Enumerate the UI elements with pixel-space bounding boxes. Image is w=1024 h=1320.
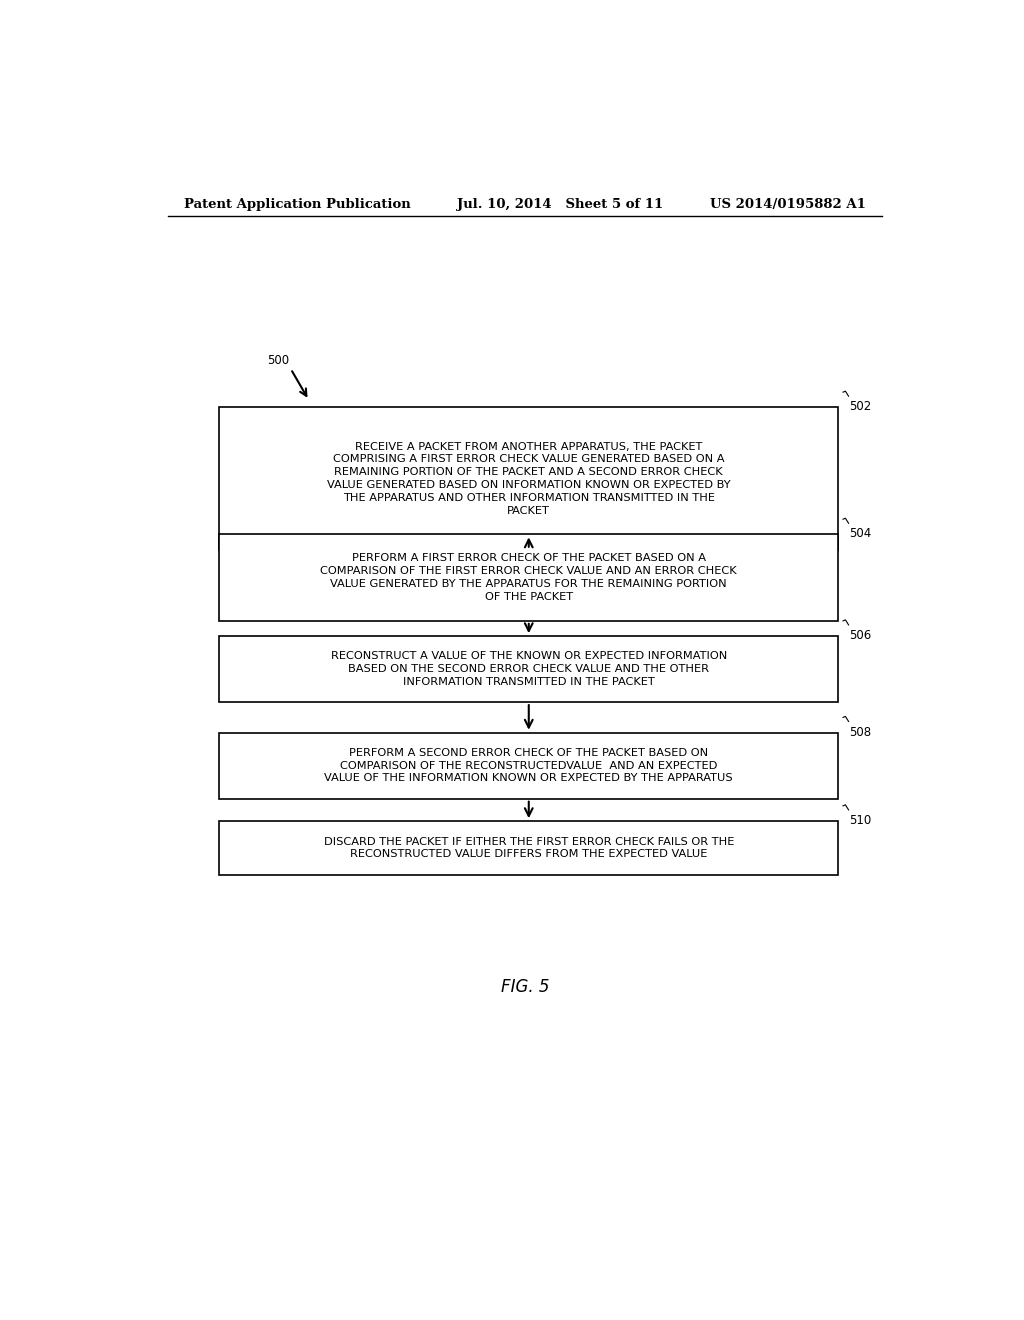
Text: 510: 510: [849, 814, 871, 826]
Text: 500: 500: [267, 354, 289, 367]
Text: DISCARD THE PACKET IF EITHER THE FIRST ERROR CHECK FAILS OR THE
RECONSTRUCTED VA: DISCARD THE PACKET IF EITHER THE FIRST E…: [324, 837, 734, 859]
Text: PERFORM A FIRST ERROR CHECK OF THE PACKET BASED ON A
COMPARISON OF THE FIRST ERR: PERFORM A FIRST ERROR CHECK OF THE PACKE…: [321, 553, 737, 602]
Bar: [219, 408, 839, 549]
Text: Patent Application Publication: Patent Application Publication: [183, 198, 411, 211]
Text: RECONSTRUCT A VALUE OF THE KNOWN OR EXPECTED INFORMATION
BASED ON THE SECOND ERR: RECONSTRUCT A VALUE OF THE KNOWN OR EXPE…: [331, 651, 727, 686]
Text: 502: 502: [849, 400, 871, 413]
Text: 506: 506: [849, 630, 871, 642]
Text: 504: 504: [849, 528, 871, 540]
Text: 508: 508: [849, 726, 871, 739]
Bar: [219, 821, 839, 875]
Text: US 2014/0195882 A1: US 2014/0195882 A1: [711, 198, 866, 211]
Text: RECEIVE A PACKET FROM ANOTHER APPARATUS, THE PACKET
COMPRISING A FIRST ERROR CHE: RECEIVE A PACKET FROM ANOTHER APPARATUS,…: [327, 442, 730, 516]
Text: FIG. 5: FIG. 5: [501, 978, 549, 995]
Text: Jul. 10, 2014   Sheet 5 of 11: Jul. 10, 2014 Sheet 5 of 11: [458, 198, 664, 211]
Bar: [219, 733, 839, 799]
Text: PERFORM A SECOND ERROR CHECK OF THE PACKET BASED ON
COMPARISON OF THE RECONSTRUC: PERFORM A SECOND ERROR CHECK OF THE PACK…: [325, 748, 733, 784]
Bar: [219, 535, 839, 620]
Bar: [219, 636, 839, 702]
